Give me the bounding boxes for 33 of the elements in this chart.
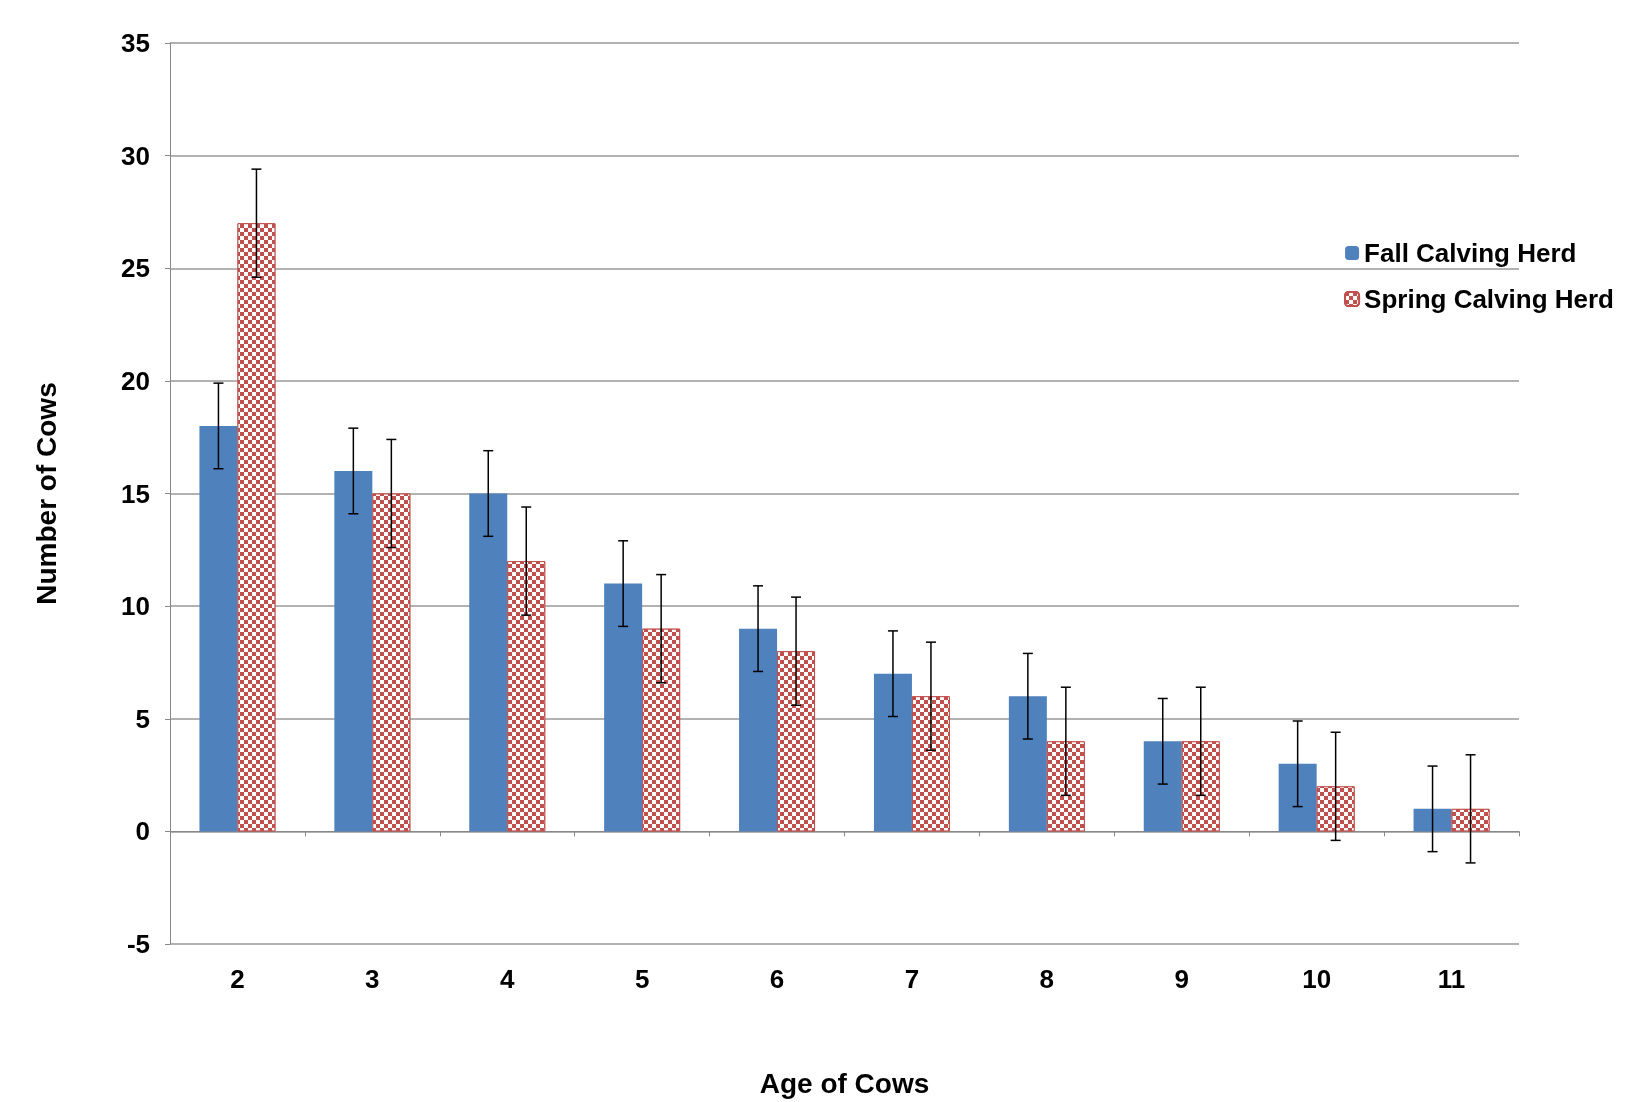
x-tick-label: 4	[500, 964, 516, 994]
y-tick-label: 20	[121, 365, 150, 396]
bar	[199, 425, 238, 832]
bar	[334, 470, 373, 832]
y-tick-label: 5	[135, 703, 150, 734]
x-tick-label: 6	[769, 964, 785, 994]
y-tick-label: 25	[121, 253, 150, 284]
legend-label: Spring Calving Herd	[1364, 284, 1614, 314]
x-tick-label: 3	[365, 964, 380, 994]
x-tick-label: 10	[1302, 964, 1332, 994]
bar	[1278, 763, 1317, 832]
y-tick-label: 0	[135, 816, 150, 847]
legend-label: Fall Calving Herd	[1364, 238, 1577, 268]
bar	[469, 493, 508, 832]
y-axis-title: Number of Cows	[30, 382, 62, 605]
y-tick-label: 15	[121, 478, 150, 509]
x-tick-label: 11	[1437, 964, 1466, 994]
y-tick-label: 30	[121, 140, 150, 171]
y-tick-label: -5	[126, 929, 150, 959]
bar	[1143, 741, 1182, 832]
bar	[1413, 808, 1452, 832]
x-tick-label: 9	[1174, 964, 1189, 994]
bar	[873, 673, 912, 832]
y-tick-label: 10	[121, 591, 150, 622]
x-tick-label: 8	[1039, 964, 1055, 994]
x-axis-title: Age of Cows	[759, 1067, 930, 1099]
x-tick-label: 7	[904, 964, 920, 994]
y-tick-label: 35	[121, 28, 150, 58]
bar	[739, 628, 778, 832]
x-tick-label: 5	[634, 964, 650, 994]
bar	[604, 583, 643, 832]
bar	[1008, 696, 1047, 832]
x-tick-label: 2	[230, 964, 245, 994]
